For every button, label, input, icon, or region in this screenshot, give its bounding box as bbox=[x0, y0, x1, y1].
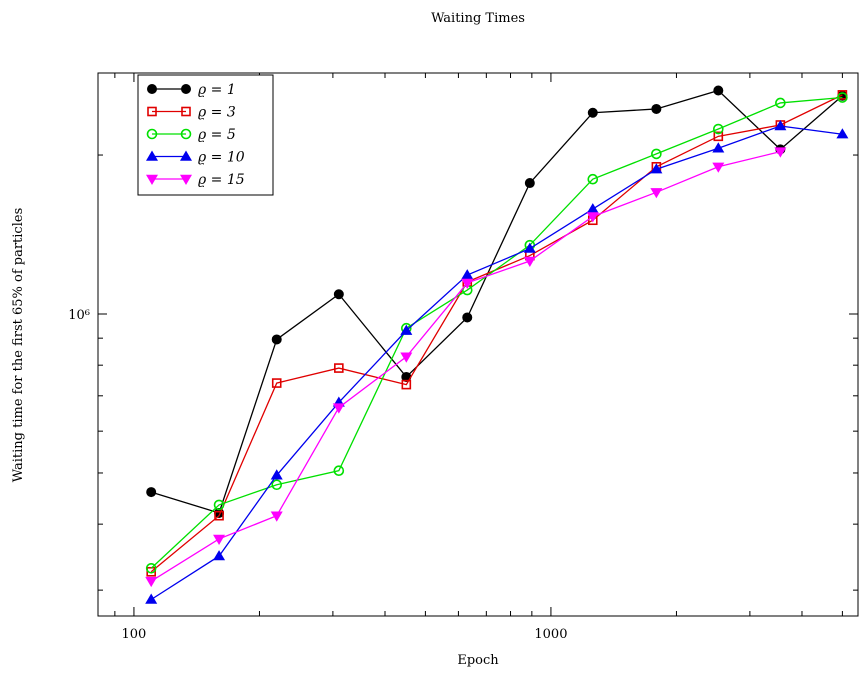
data-point bbox=[523, 242, 536, 253]
data-point bbox=[775, 97, 786, 109]
data-point bbox=[270, 469, 283, 480]
data-point bbox=[180, 174, 192, 185]
data-point bbox=[145, 576, 158, 588]
data-point bbox=[332, 403, 345, 414]
data-point bbox=[180, 150, 192, 161]
data-point bbox=[713, 85, 724, 96]
data-point bbox=[214, 510, 224, 521]
y-axis-label: Waiting time for the first 65% of partic… bbox=[11, 208, 26, 482]
legend-label: ϱ = 10 bbox=[198, 150, 245, 166]
data-point bbox=[461, 278, 474, 289]
data-point bbox=[587, 173, 599, 185]
data-point bbox=[333, 289, 344, 300]
legend-label: ϱ = 5 bbox=[198, 127, 236, 143]
series-line bbox=[151, 89, 843, 514]
legend-entry-3: ϱ = 5 bbox=[146, 127, 236, 143]
legend-box bbox=[137, 74, 274, 196]
data-point bbox=[334, 363, 344, 373]
series-2 bbox=[146, 90, 848, 577]
data-point bbox=[213, 499, 225, 511]
series-line bbox=[150, 94, 843, 573]
legend-label: ϱ = 15 bbox=[198, 172, 245, 188]
y-tick-label: 10⁶ bbox=[68, 308, 90, 323]
data-point bbox=[271, 479, 283, 491]
data-point bbox=[333, 465, 345, 476]
data-point bbox=[271, 334, 282, 345]
legend-entry-4: ϱ = 10 bbox=[146, 150, 245, 166]
data-point bbox=[523, 256, 536, 267]
legend-entry-2: ϱ = 3 bbox=[147, 105, 236, 121]
data-point bbox=[270, 511, 283, 522]
data-point bbox=[586, 203, 599, 214]
data-point bbox=[146, 487, 157, 498]
axis-ticks bbox=[98, 73, 858, 616]
x-tick-label: 1000 bbox=[534, 627, 567, 642]
legend-label: ϱ = 3 bbox=[198, 105, 236, 121]
data-point bbox=[712, 142, 725, 153]
data-point bbox=[462, 312, 473, 323]
data-point bbox=[651, 148, 662, 160]
series-line bbox=[150, 125, 843, 601]
data-point bbox=[836, 128, 849, 139]
series-layer bbox=[145, 85, 849, 604]
legend-entry-1: ϱ = 1 bbox=[147, 82, 236, 98]
series-5 bbox=[145, 147, 787, 588]
data-point bbox=[401, 379, 412, 390]
data-point bbox=[146, 150, 158, 161]
legend-label: ϱ = 1 bbox=[198, 82, 236, 98]
data-point bbox=[524, 178, 535, 189]
data-point bbox=[713, 123, 724, 135]
data-point bbox=[400, 352, 413, 363]
x-axis-label: Epoch bbox=[457, 653, 499, 668]
data-point bbox=[181, 106, 191, 117]
data-point bbox=[586, 212, 599, 223]
data-point bbox=[145, 562, 157, 574]
data-point bbox=[147, 84, 157, 94]
data-point bbox=[146, 174, 158, 185]
x-tick-label: 100 bbox=[122, 627, 147, 642]
data-point bbox=[213, 550, 226, 561]
data-point bbox=[145, 593, 158, 604]
legend: ϱ = 1 ϱ = 3 ϱ = 5 ϱ = 10 ϱ = 15 bbox=[137, 74, 274, 196]
data-point bbox=[774, 147, 787, 158]
plot-border bbox=[97, 72, 859, 617]
data-point bbox=[774, 119, 787, 131]
data-point bbox=[181, 84, 191, 94]
data-point bbox=[271, 378, 282, 388]
data-point bbox=[213, 534, 226, 545]
legend-entry-5: ϱ = 15 bbox=[146, 172, 245, 188]
data-point bbox=[650, 188, 663, 199]
data-point bbox=[712, 162, 725, 173]
data-point bbox=[587, 107, 598, 118]
data-point bbox=[146, 128, 158, 140]
plot-area bbox=[97, 72, 859, 617]
data-point bbox=[461, 269, 474, 280]
data-point bbox=[147, 106, 157, 117]
series-line bbox=[150, 150, 781, 582]
chart-title: Waiting Times bbox=[431, 11, 525, 26]
data-point bbox=[180, 128, 192, 140]
series-4 bbox=[145, 119, 849, 604]
data-point bbox=[837, 92, 848, 103]
data-point bbox=[650, 163, 663, 174]
data-point bbox=[713, 131, 724, 142]
data-point bbox=[651, 103, 662, 114]
axis-tick-labels: 100 1000 10⁶ bbox=[68, 308, 567, 642]
data-point bbox=[400, 324, 413, 335]
